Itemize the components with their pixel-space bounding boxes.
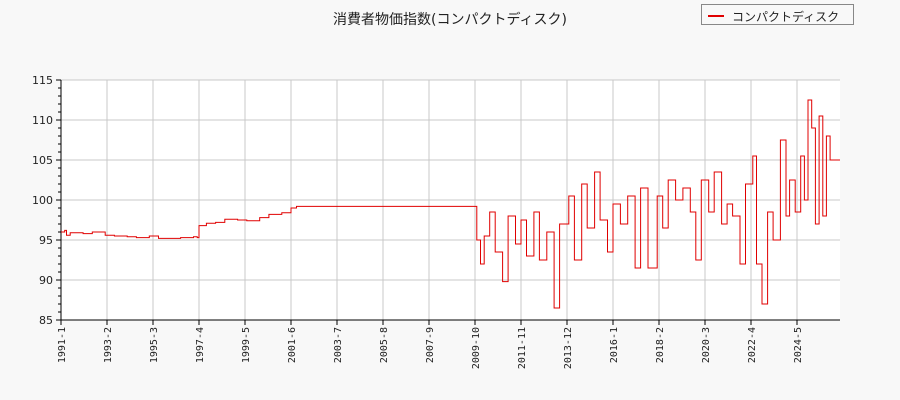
y-tick-label: 105 xyxy=(32,154,53,167)
y-tick-label: 90 xyxy=(39,274,53,287)
grid-lines xyxy=(61,79,840,320)
x-tick-label: 2009-10 xyxy=(471,327,482,369)
x-tick-label: 2011-11 xyxy=(517,327,528,369)
x-tick-label: 1999-5 xyxy=(241,327,252,363)
y-tick-label: 85 xyxy=(39,314,53,327)
chart-title: 消費者物価指数(コンパクトディスク) xyxy=(333,12,567,28)
x-tick-label: 2020-3 xyxy=(701,327,712,363)
y-tick-label: 95 xyxy=(39,234,53,247)
legend: コンパクトディスク xyxy=(701,4,854,25)
y-tick-label: 100 xyxy=(32,194,53,207)
legend-label: コンパクトディスク xyxy=(732,10,840,24)
x-tick-label: 2007-9 xyxy=(425,327,436,363)
x-tick-label: 1995-3 xyxy=(149,327,160,363)
x-tick-label: 2001-6 xyxy=(287,327,298,363)
x-tick-label: 1991-1 xyxy=(57,327,68,363)
data-line xyxy=(61,99,840,309)
x-tick-label: 2013-12 xyxy=(563,327,574,369)
x-tick-label: 2024-5 xyxy=(793,327,804,363)
x-tick-label: 2022-4 xyxy=(747,327,758,363)
axes: 85 90 95 100 105 110 115 1991-1 1993-2 1995-3 1997… xyxy=(32,74,840,369)
y-tick-label: 110 xyxy=(32,114,53,127)
x-tick-label: 2005-8 xyxy=(379,327,390,363)
x-tick-label: 2018-2 xyxy=(655,327,666,363)
y-tick-label: 115 xyxy=(32,74,53,87)
x-tick-label: 1993-2 xyxy=(103,327,114,363)
x-tick-label: 1997-4 xyxy=(195,327,206,363)
x-tick-label: 2003-7 xyxy=(333,327,344,363)
legend-swatch xyxy=(708,15,724,17)
x-tick-label: 2016-1 xyxy=(609,327,620,363)
